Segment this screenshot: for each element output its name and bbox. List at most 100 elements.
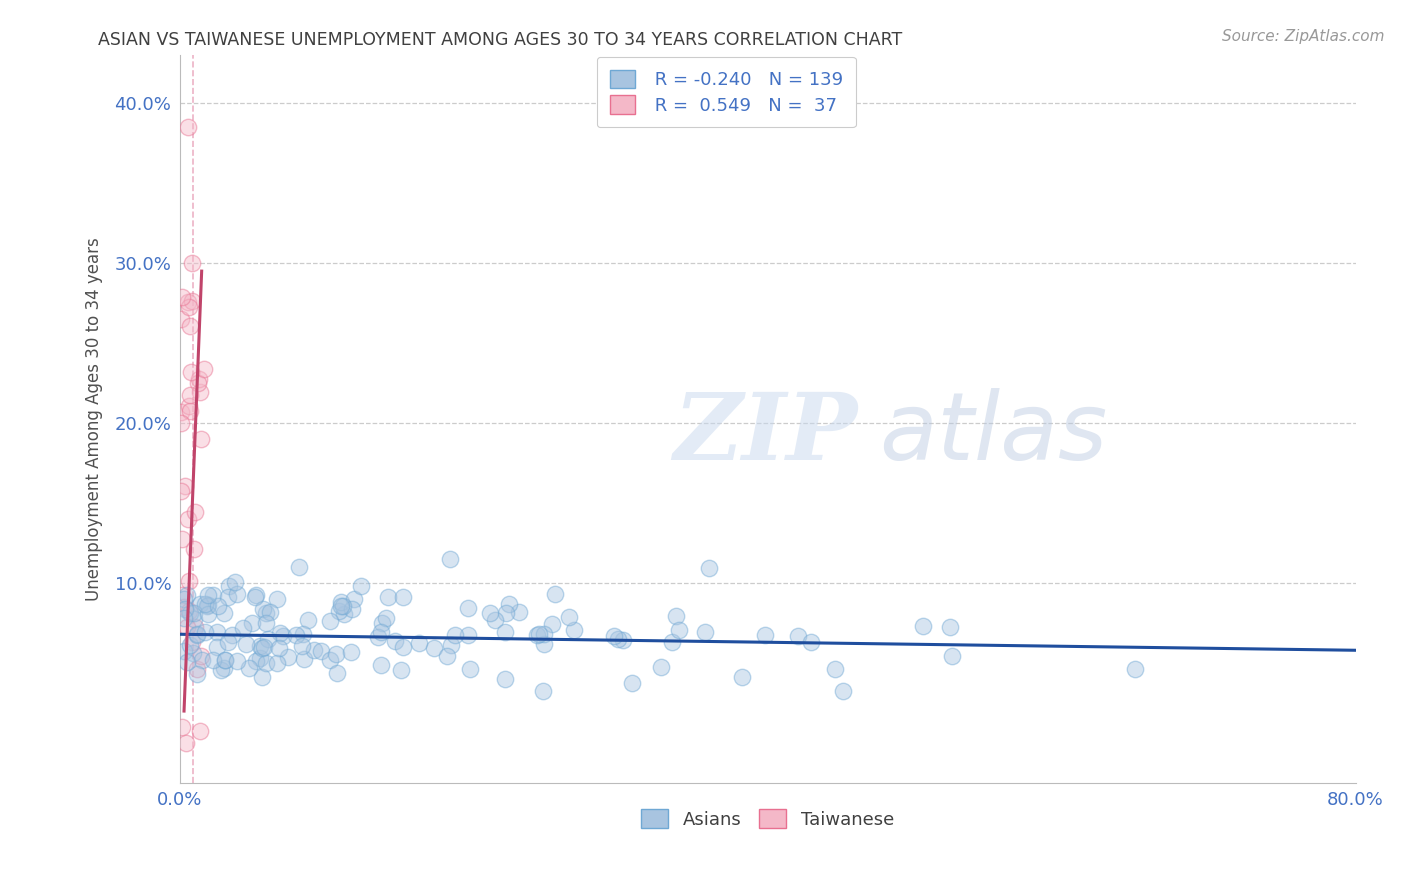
Point xyxy=(697,561,720,575)
Point xyxy=(252,602,274,616)
Point xyxy=(194,625,217,640)
Point xyxy=(1123,662,1146,676)
Point xyxy=(302,643,325,657)
Point xyxy=(177,295,200,310)
Point xyxy=(188,597,211,611)
Point xyxy=(693,625,716,640)
Point xyxy=(197,588,219,602)
Point xyxy=(190,649,212,664)
Point xyxy=(377,590,399,604)
Point xyxy=(266,592,288,607)
Point xyxy=(170,416,193,430)
Point xyxy=(186,667,208,681)
Point xyxy=(392,640,415,654)
Point xyxy=(225,654,247,668)
Point xyxy=(266,657,288,671)
Point xyxy=(186,628,208,642)
Point xyxy=(444,628,467,642)
Point xyxy=(277,650,299,665)
Point xyxy=(173,592,195,607)
Point xyxy=(309,644,332,658)
Point xyxy=(172,588,194,602)
Point xyxy=(170,405,193,419)
Point xyxy=(184,505,207,519)
Text: Source: ZipAtlas.com: Source: ZipAtlas.com xyxy=(1222,29,1385,44)
Point xyxy=(650,660,672,674)
Point xyxy=(201,588,224,602)
Point xyxy=(177,574,200,588)
Point xyxy=(319,614,342,628)
Point xyxy=(176,620,198,634)
Point xyxy=(238,661,260,675)
Point xyxy=(173,644,195,658)
Point xyxy=(533,637,555,651)
Point xyxy=(174,602,197,616)
Point xyxy=(526,628,548,642)
Point xyxy=(457,601,479,615)
Point xyxy=(939,619,962,633)
Point xyxy=(527,627,550,641)
Point xyxy=(240,615,263,630)
Point xyxy=(391,591,413,605)
Point xyxy=(731,670,754,684)
Point xyxy=(245,588,267,602)
Point xyxy=(494,672,516,686)
Point xyxy=(212,606,235,620)
Point xyxy=(170,311,193,326)
Point xyxy=(174,736,197,750)
Point xyxy=(183,612,205,626)
Point xyxy=(479,606,502,620)
Point xyxy=(191,653,214,667)
Point xyxy=(209,663,232,677)
Point xyxy=(181,647,204,661)
Point xyxy=(235,638,257,652)
Point xyxy=(340,602,363,616)
Point xyxy=(285,628,308,642)
Point xyxy=(291,627,314,641)
Point xyxy=(254,615,277,630)
Point xyxy=(207,599,229,614)
Point xyxy=(225,586,247,600)
Point xyxy=(186,627,208,641)
Point xyxy=(257,632,280,646)
Point xyxy=(245,654,267,668)
Point xyxy=(612,632,634,647)
Point xyxy=(562,623,585,637)
Point xyxy=(249,640,271,654)
Point xyxy=(544,587,567,601)
Point xyxy=(195,599,218,614)
Point xyxy=(172,720,194,734)
Point xyxy=(250,670,273,684)
Point xyxy=(436,648,458,663)
Point xyxy=(180,365,202,379)
Point xyxy=(179,387,201,401)
Point xyxy=(254,656,277,670)
Point xyxy=(350,579,373,593)
Point xyxy=(205,624,228,639)
Point xyxy=(531,683,554,698)
Point xyxy=(457,628,479,642)
Point xyxy=(179,318,201,333)
Point xyxy=(170,483,193,498)
Point xyxy=(439,552,461,566)
Point xyxy=(197,598,219,612)
Point xyxy=(824,662,846,676)
Point xyxy=(332,599,354,613)
Point xyxy=(665,609,688,624)
Point xyxy=(533,627,555,641)
Point xyxy=(181,635,204,649)
Point xyxy=(620,676,643,690)
Point xyxy=(177,300,200,314)
Point xyxy=(498,597,520,611)
Point xyxy=(495,606,517,620)
Point xyxy=(232,621,254,635)
Point xyxy=(177,512,200,526)
Point xyxy=(259,605,281,619)
Text: atlas: atlas xyxy=(879,388,1108,479)
Point xyxy=(217,635,239,649)
Point xyxy=(557,610,579,624)
Point xyxy=(188,723,211,738)
Point xyxy=(541,616,564,631)
Point xyxy=(370,624,392,639)
Point xyxy=(661,635,683,649)
